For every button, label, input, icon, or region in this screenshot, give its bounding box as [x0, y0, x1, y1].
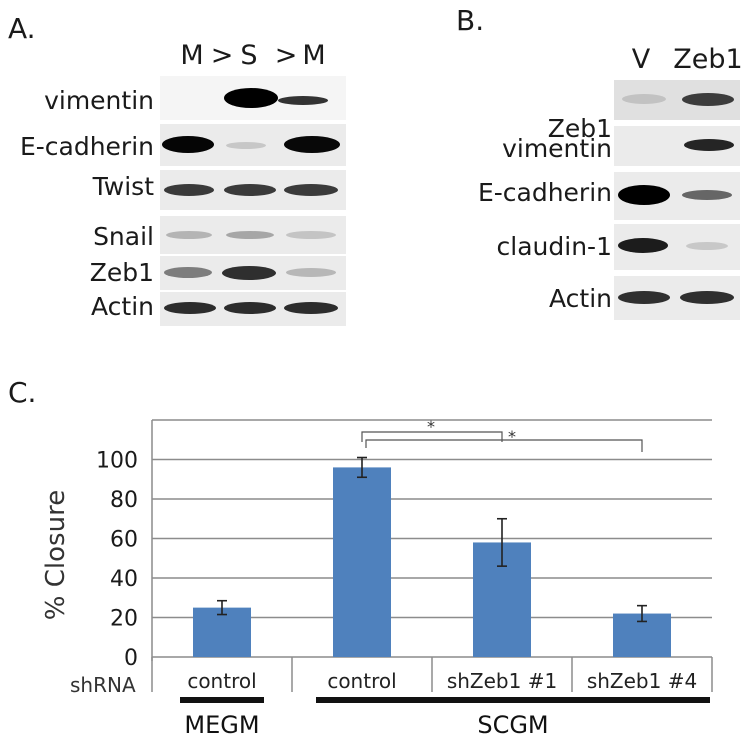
scgm-bar: [316, 697, 710, 703]
bars: [193, 467, 671, 657]
blot-band: [286, 231, 336, 239]
lane-label: >: [274, 40, 298, 71]
bracket-line: [365, 439, 643, 452]
blot-band: [684, 139, 734, 151]
blot-strip: [160, 292, 346, 326]
panel-c-letter: C.: [8, 376, 37, 409]
blot-label: Zeb1: [89, 258, 154, 287]
megm-label: MEGM: [184, 711, 259, 739]
blot-band: [278, 96, 328, 105]
blot-label: Snail: [93, 222, 154, 251]
blot-band: [224, 88, 278, 108]
blot-label: claudin-1: [496, 232, 612, 261]
y-tick-label: 100: [96, 449, 138, 474]
lane-label: M: [302, 40, 326, 71]
y-tick-label: 80: [110, 488, 138, 513]
category-label: shZeb1 #4: [587, 669, 697, 693]
lane-label: Zeb1: [673, 44, 743, 75]
blot-band: [682, 190, 732, 200]
category-labels: control control shZeb1 #1 shZeb1 #4: [187, 669, 697, 693]
error-bars: [217, 456, 647, 623]
blot-label: vimentin: [502, 134, 612, 163]
panel-a-letter: A.: [8, 12, 36, 45]
scgm-label: SCGM: [477, 711, 548, 739]
y-tick-labels: 0 20 40 60 80 100: [96, 449, 138, 672]
error-bar: [357, 456, 367, 479]
blot-strip: [614, 80, 740, 120]
blot-band: [618, 185, 670, 205]
blot-band: [222, 266, 276, 280]
blot-band: [284, 302, 338, 314]
blot-label: Zeb1: [547, 114, 612, 143]
shrna-label: shRNA: [70, 673, 136, 697]
blot-band: [224, 302, 276, 314]
blot-label: Actin: [548, 284, 612, 313]
blot-band: [162, 136, 214, 153]
blot-label: E-cadherin: [19, 132, 154, 161]
blot-band: [284, 136, 340, 153]
y-tick-label: 0: [124, 646, 138, 671]
blot-strip: [614, 276, 740, 320]
bracket-line: [361, 431, 503, 442]
blot-band: [164, 302, 216, 314]
blot-band: [164, 267, 212, 278]
blot-strip: [614, 126, 740, 166]
lane-label: S: [240, 40, 258, 71]
lane-label: >: [210, 40, 234, 71]
blot-label: E-cadherin: [477, 178, 612, 207]
bar: [333, 467, 391, 657]
error-bar: [497, 517, 507, 567]
blot-band: [682, 93, 734, 106]
blot-band: [686, 242, 728, 250]
y-tick-label: 60: [110, 528, 138, 553]
blot-strip: [160, 124, 346, 166]
blot-label: Actin: [90, 292, 154, 321]
blot-strip: [614, 224, 740, 270]
category-dividers: [151, 657, 713, 692]
blot-band: [226, 231, 274, 239]
megm-bar: [180, 697, 264, 703]
blot-label: vimentin: [44, 86, 154, 115]
significance-star: *: [427, 417, 435, 436]
y-axis-title: % Closure: [41, 490, 71, 620]
blot-strip: [160, 216, 346, 254]
blot-label: Twist: [92, 172, 154, 201]
blot-band: [286, 268, 336, 277]
blot-band: [226, 142, 266, 149]
blot-band: [618, 291, 670, 304]
blot-strip: [160, 76, 346, 120]
blot-band: [224, 184, 276, 196]
blot-band: [622, 94, 666, 104]
blot-band: [166, 231, 212, 239]
blot-band: [680, 291, 734, 304]
y-tick-label: 40: [110, 567, 138, 592]
blot-band: [618, 238, 668, 253]
significance-bracket: [361, 431, 643, 452]
category-label: shZeb1 #1: [447, 669, 557, 693]
lane-label: M: [180, 40, 204, 71]
blot-strip: [160, 170, 346, 210]
bar: [193, 607, 251, 657]
y-tick-label: 20: [110, 607, 138, 632]
error-bar: [637, 604, 647, 623]
significance-star: *: [508, 427, 516, 446]
blot-band: [164, 184, 214, 196]
category-label: control: [327, 669, 396, 693]
category-label: control: [187, 669, 256, 693]
blot-strip: [160, 256, 346, 290]
error-bar: [217, 599, 227, 616]
panel-b-letter: B.: [456, 4, 485, 37]
lane-label: V: [631, 44, 651, 75]
blot-band: [284, 184, 338, 196]
blot-strip: [614, 172, 740, 220]
